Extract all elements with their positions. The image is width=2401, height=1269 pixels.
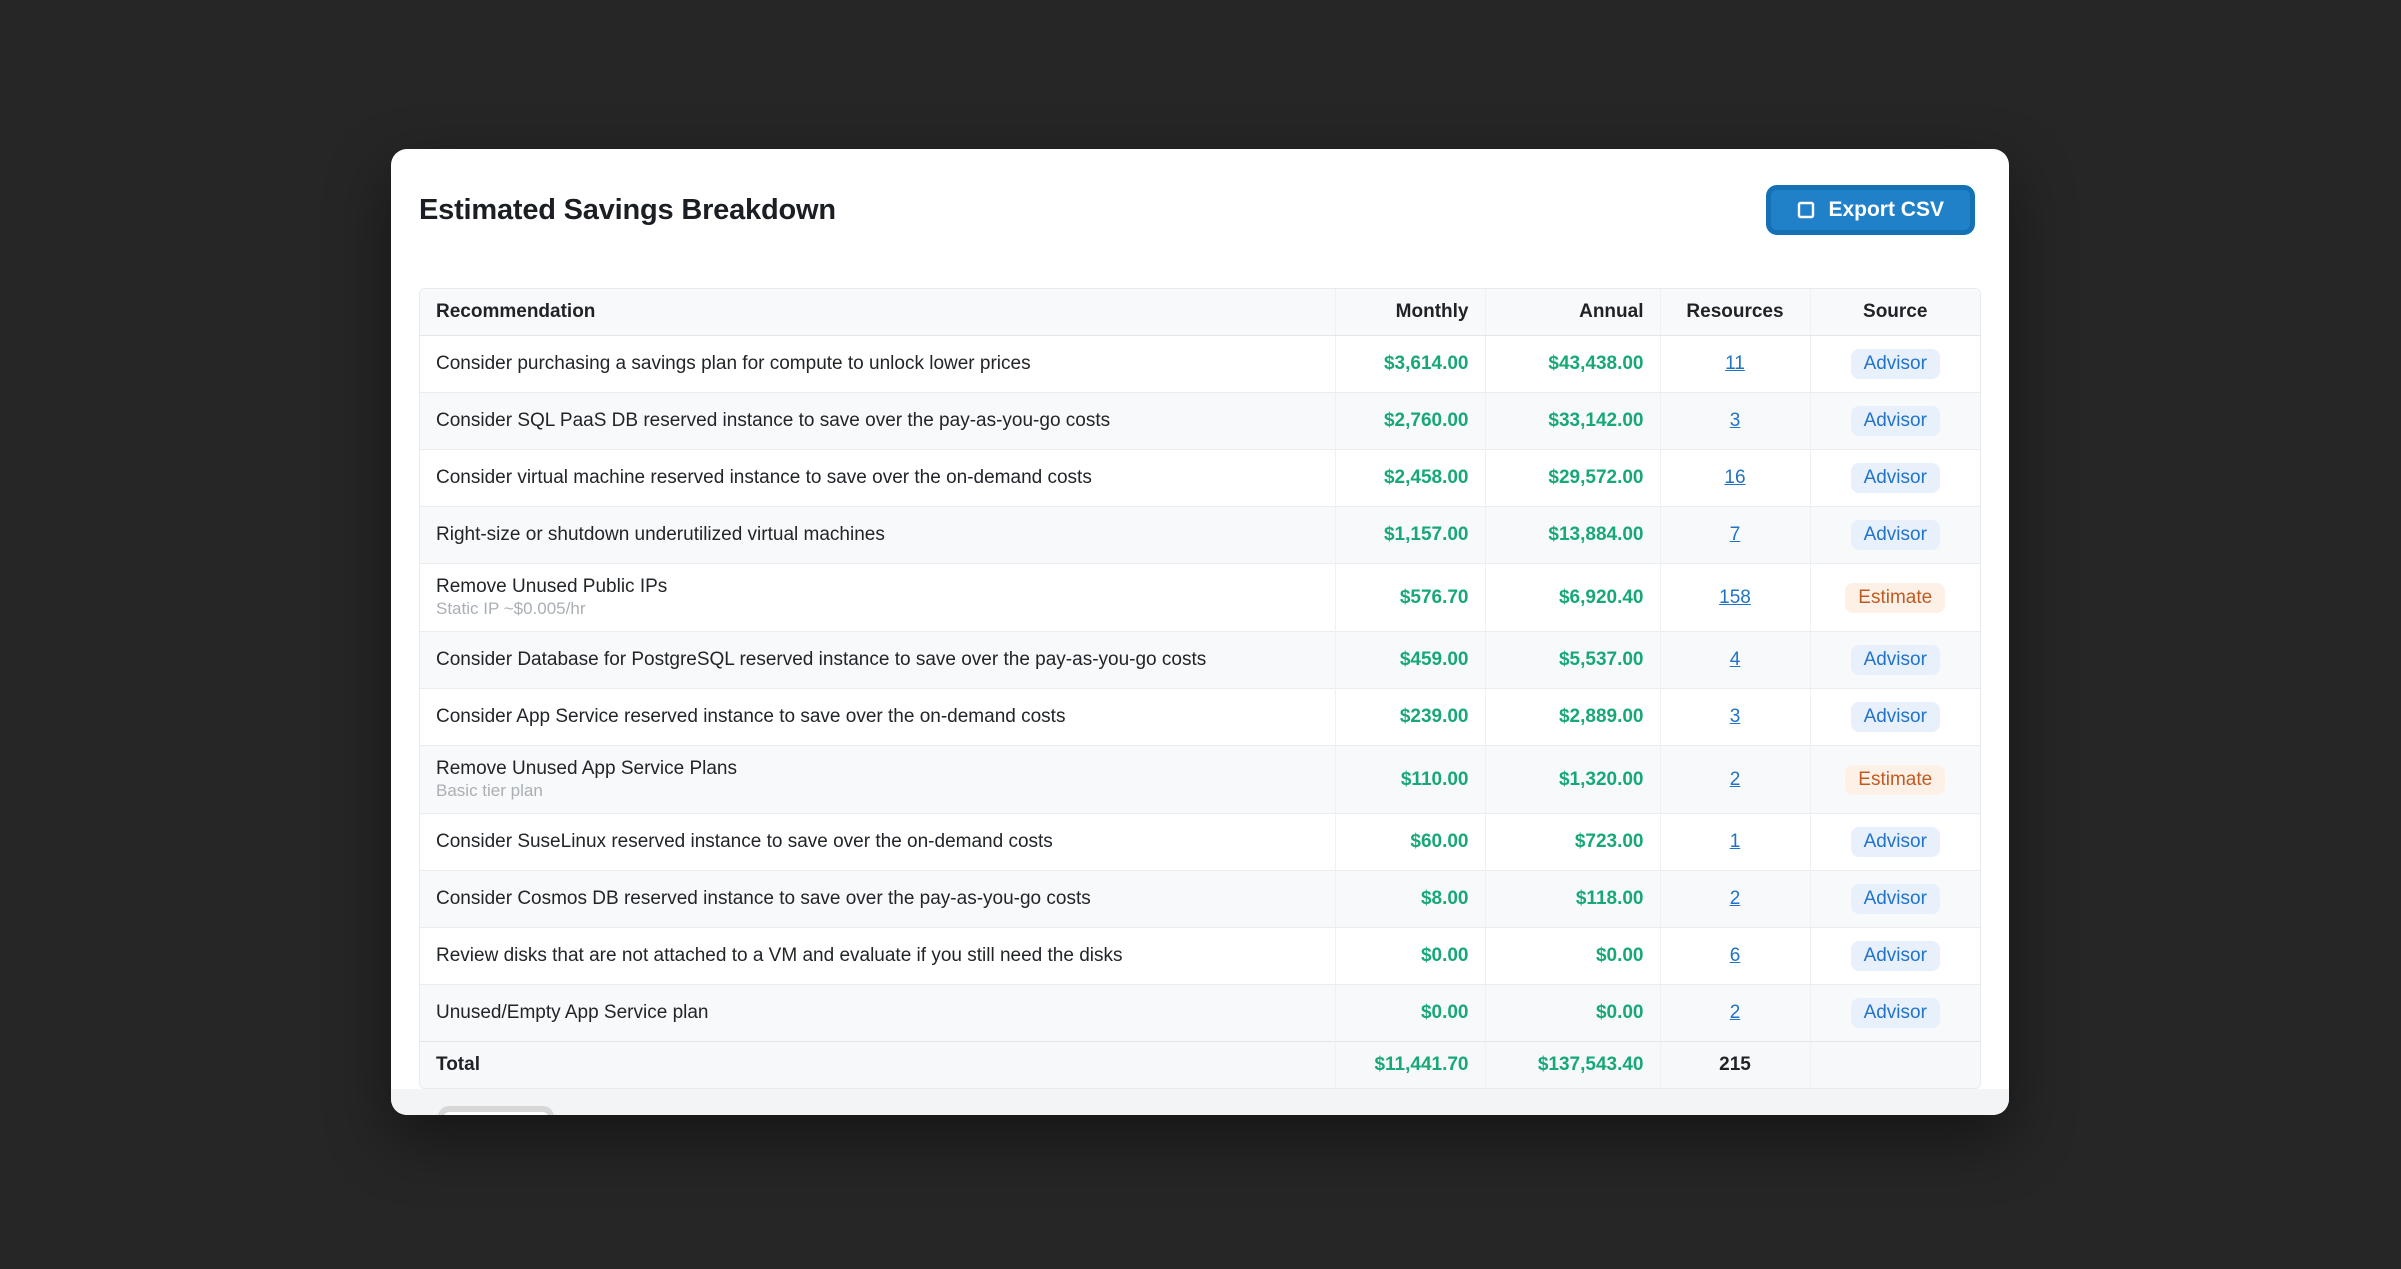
page-title: Estimated Savings Breakdown (419, 193, 836, 226)
monthly-value: $8.00 (1335, 870, 1486, 928)
recommendation-sublabel: Basic tier plan (436, 781, 543, 800)
annual-value: $33,142.00 (1485, 392, 1661, 450)
recommendation-label: Remove Unused Public IPs (436, 576, 668, 597)
recommendation-label: Right-size or shutdown underutilized vir… (436, 524, 885, 545)
monthly-value: $0.00 (1335, 984, 1486, 1042)
monthly-value: $60.00 (1335, 813, 1486, 871)
close-button[interactable]: Close (438, 1106, 555, 1115)
resources-link[interactable]: 158 (1719, 586, 1751, 608)
monthly-value: $239.00 (1335, 688, 1486, 746)
annual-value: $1,320.00 (1485, 745, 1661, 814)
modal-footer: Close (391, 1089, 2009, 1115)
resources-link[interactable]: 2 (1729, 1002, 1741, 1023)
export-csv-label: Export CSV (1828, 198, 1944, 221)
square-outline-icon (1797, 201, 1815, 219)
total-resources-value: 215 (1660, 1041, 1811, 1088)
annual-value: $0.00 (1485, 927, 1661, 985)
table-row: Consider purchasing a savings plan for c… (420, 335, 1980, 393)
total-monthly-value: $11,441.70 (1335, 1041, 1486, 1088)
annual-value: $29,572.00 (1485, 449, 1661, 507)
table-row: Unused/Empty App Service plan $0.00 $0.0… (420, 984, 1980, 1042)
annual-value: $118.00 (1485, 870, 1661, 928)
monthly-value: $3,614.00 (1335, 335, 1486, 393)
table-row: Consider Cosmos DB reserved instance to … (420, 870, 1980, 928)
resources-link[interactable]: 6 (1729, 945, 1741, 966)
resources-link[interactable]: 3 (1729, 410, 1741, 431)
total-annual-value: $137,543.40 (1485, 1041, 1661, 1088)
resources-link[interactable]: 11 (1725, 353, 1745, 374)
recommendation-label: Unused/Empty App Service plan (436, 1002, 709, 1023)
table-body: Consider purchasing a savings plan for c… (420, 335, 1980, 1042)
source-badge: Advisor (1850, 941, 1940, 971)
table-row: Consider SQL PaaS DB reserved instance t… (420, 392, 1980, 450)
source-badge: Advisor (1850, 827, 1940, 857)
source-badge: Advisor (1850, 520, 1940, 550)
table-row: Review disks that are not attached to a … (420, 927, 1980, 985)
monthly-value: $110.00 (1335, 745, 1486, 814)
recommendation-label: Consider Database for PostgreSQL reserve… (436, 649, 1207, 670)
monthly-value: $576.70 (1335, 563, 1486, 632)
column-header-recommendation: Recommendation (420, 289, 1336, 336)
resources-link[interactable]: 1 (1729, 831, 1741, 852)
resources-link[interactable]: 2 (1729, 768, 1741, 790)
export-csv-button[interactable]: Export CSV (1766, 185, 1975, 235)
total-row: Total $11,441.70 $137,543.40 215 (420, 1041, 1980, 1088)
table-row: Remove Unused App Service Plans Basic ti… (420, 745, 1980, 814)
monthly-value: $2,458.00 (1335, 449, 1486, 507)
annual-value: $723.00 (1485, 813, 1661, 871)
table-row: Consider virtual machine reserved instan… (420, 449, 1980, 507)
total-source-cell (1810, 1041, 1980, 1088)
resources-link[interactable]: 2 (1729, 888, 1741, 909)
annual-value: $43,438.00 (1485, 335, 1661, 393)
monthly-value: $2,760.00 (1335, 392, 1486, 450)
annual-value: $6,920.40 (1485, 563, 1661, 632)
recommendation-label: Remove Unused App Service Plans (436, 758, 737, 779)
table-row: Consider App Service reserved instance t… (420, 688, 1980, 746)
recommendation-sublabel: Static IP ~$0.005/hr (436, 599, 586, 618)
recommendation-label: Consider virtual machine reserved instan… (436, 467, 1092, 488)
total-label: Total (420, 1041, 1336, 1088)
source-badge: Advisor (1850, 349, 1940, 379)
resources-link[interactable]: 4 (1729, 649, 1741, 670)
annual-value: $2,889.00 (1485, 688, 1661, 746)
table-header: Recommendation Monthly Annual Resources … (420, 289, 1980, 336)
recommendation-label: Consider purchasing a savings plan for c… (436, 353, 1031, 374)
table-row: Right-size or shutdown underutilized vir… (420, 506, 1980, 564)
modal-header: Estimated Savings Breakdown Export CSV (391, 149, 2009, 235)
source-badge: Estimate (1845, 764, 1946, 795)
table-header-row: Recommendation Monthly Annual Resources … (420, 289, 1980, 336)
source-badge: Estimate (1845, 582, 1946, 613)
table-row: Remove Unused Public IPs Static IP ~$0.0… (420, 563, 1980, 632)
recommendation-label: Consider SuseLinux reserved instance to … (436, 831, 1053, 852)
resources-link[interactable]: 7 (1729, 524, 1741, 545)
column-header-resources: Resources (1660, 289, 1811, 336)
savings-table: Recommendation Monthly Annual Resources … (420, 289, 1980, 1088)
annual-value: $13,884.00 (1485, 506, 1661, 564)
annual-value: $0.00 (1485, 984, 1661, 1042)
monthly-value: $459.00 (1335, 631, 1486, 689)
source-badge: Advisor (1850, 463, 1940, 493)
table-footer: Total $11,441.70 $137,543.40 215 (420, 1041, 1980, 1088)
recommendation-label: Consider App Service reserved instance t… (436, 706, 1066, 727)
source-badge: Advisor (1850, 406, 1940, 436)
savings-table-container: Recommendation Monthly Annual Resources … (419, 288, 1981, 1089)
resources-link[interactable]: 16 (1724, 467, 1746, 488)
recommendation-label: Consider SQL PaaS DB reserved instance t… (436, 410, 1111, 431)
source-badge: Advisor (1850, 702, 1940, 732)
estimated-savings-modal: Estimated Savings Breakdown Export CSV R… (391, 149, 2009, 1115)
monthly-value: $0.00 (1335, 927, 1486, 985)
monthly-value: $1,157.00 (1335, 506, 1486, 564)
source-badge: Advisor (1850, 998, 1940, 1028)
resources-link[interactable]: 3 (1729, 706, 1741, 727)
column-header-monthly: Monthly (1335, 289, 1486, 336)
recommendation-label: Consider Cosmos DB reserved instance to … (436, 888, 1091, 909)
column-header-annual: Annual (1485, 289, 1661, 336)
table-row: Consider Database for PostgreSQL reserve… (420, 631, 1980, 689)
source-badge: Advisor (1850, 884, 1940, 914)
annual-value: $5,537.00 (1485, 631, 1661, 689)
column-header-source: Source (1810, 289, 1980, 336)
table-row: Consider SuseLinux reserved instance to … (420, 813, 1980, 871)
source-badge: Advisor (1850, 645, 1940, 675)
recommendation-label: Review disks that are not attached to a … (436, 945, 1123, 966)
